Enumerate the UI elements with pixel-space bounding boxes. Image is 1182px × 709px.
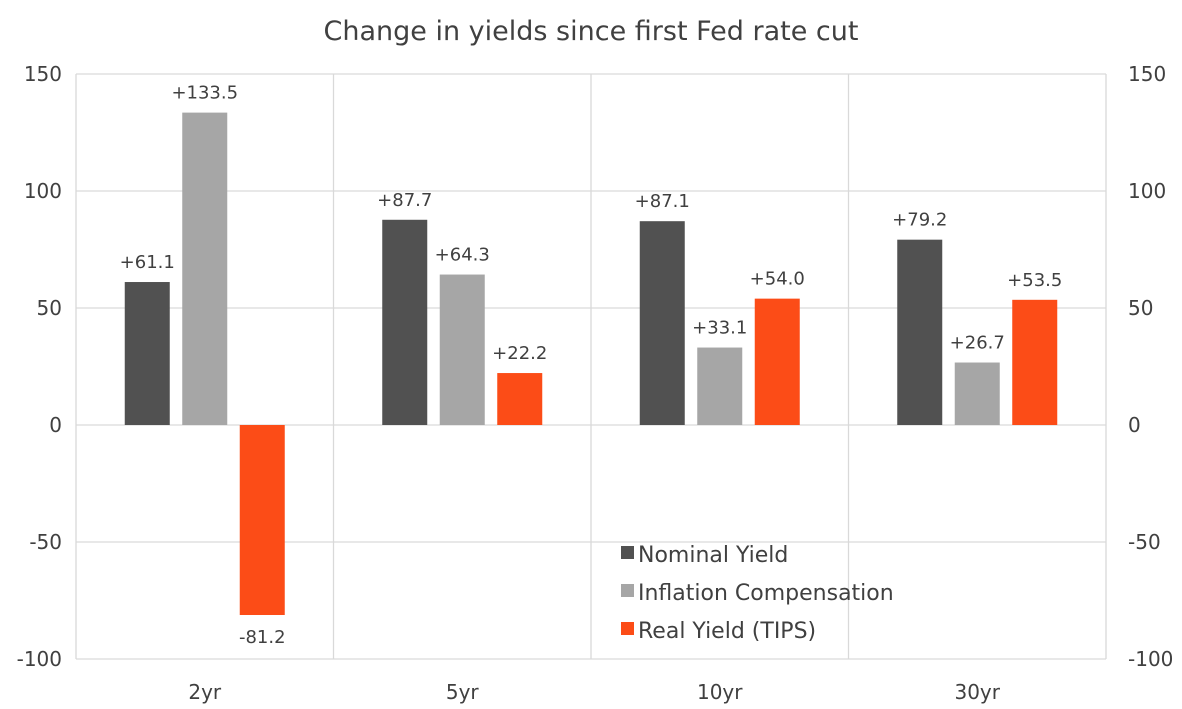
y-tick-label-left: 100: [24, 179, 62, 203]
y-tick-label-right: 150: [1128, 62, 1166, 86]
data-label: +87.7: [377, 190, 432, 211]
data-label: +64.3: [435, 245, 490, 266]
bar: [897, 239, 943, 425]
data-label: +33.1: [692, 318, 747, 339]
bar: [124, 282, 170, 425]
x-category-label: 10yr: [697, 680, 743, 704]
y-tick-label-left: -100: [17, 647, 62, 671]
bar: [439, 274, 485, 425]
data-label: +22.2: [492, 343, 547, 364]
bar: [639, 221, 685, 425]
legend-swatch: [621, 622, 634, 635]
bar: [182, 112, 228, 426]
data-label: +26.7: [950, 333, 1005, 354]
legend: Nominal Yield Inflation Compensation Real …: [621, 543, 894, 644]
bar: [697, 347, 743, 425]
y-tick-label-right: -100: [1128, 647, 1173, 671]
y-tick-label-left: -50: [29, 530, 62, 554]
legend-swatch: [621, 584, 634, 597]
bar: [497, 373, 543, 425]
bar: [239, 425, 285, 616]
legend-label: Nominal Yield: [638, 543, 788, 568]
data-label: +53.5: [1007, 270, 1062, 291]
x-category-label: 5yr: [446, 680, 480, 704]
y-tick-label-left: 0: [49, 413, 62, 437]
y-tick-label-right: 50: [1128, 296, 1153, 320]
chart-title: Change in yields since first Fed rate cu…: [323, 16, 859, 47]
grid-layer: [75, 73, 1107, 660]
y-tick-label-right: 100: [1128, 179, 1166, 203]
data-label: +87.1: [635, 191, 690, 212]
data-label: +133.5: [171, 83, 238, 104]
y-tick-label-right: 0: [1128, 413, 1141, 437]
axis-layer: 150 100 50 0 -50 -100 150 100 50 0 -50 -100 2yr 5yr 10…: [17, 62, 1174, 704]
bar: [382, 219, 428, 425]
bar: [754, 298, 800, 425]
bar: [1012, 299, 1058, 425]
y-tick-label-right: -50: [1128, 530, 1161, 554]
x-category-label: 30yr: [954, 680, 1000, 704]
y-tick-label-left: 150: [24, 62, 62, 86]
legend-swatch: [621, 546, 634, 559]
bar: [954, 362, 1000, 425]
data-label: +79.2: [892, 210, 947, 231]
data-labels-layer: +61.1 +133.5 -81.2 +87.7 +64.3 +22.2 +87.1 +33.…: [120, 83, 1063, 648]
bars-layer: [124, 112, 1058, 616]
data-label: +54.0: [750, 269, 805, 290]
y-tick-label-left: 50: [37, 296, 62, 320]
legend-label: Inflation Compensation: [638, 581, 894, 606]
x-category-label: 2yr: [188, 680, 222, 704]
legend-label: Real Yield (TIPS): [638, 619, 816, 644]
data-label: -81.2: [239, 627, 286, 648]
data-label: +61.1: [120, 252, 175, 273]
